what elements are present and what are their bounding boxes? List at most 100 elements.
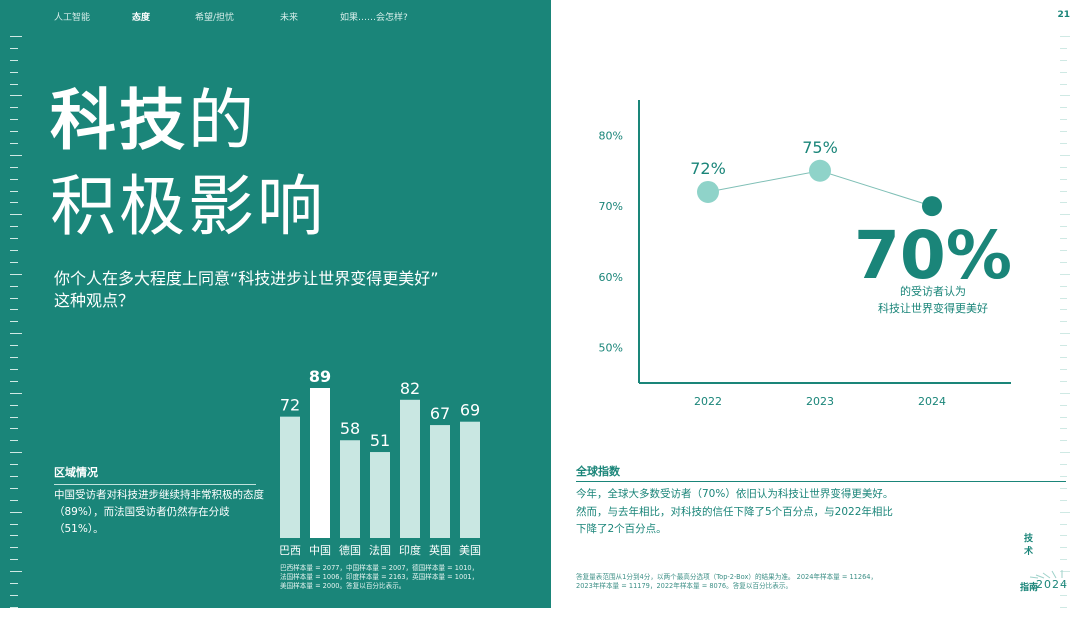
region-heading: 区域情况 [54, 466, 98, 479]
bar [310, 388, 330, 538]
margin-tick [1060, 559, 1067, 561]
margin-tick [10, 36, 22, 37]
margin-tick [1060, 547, 1067, 549]
margin-tick [10, 226, 18, 228]
region-divider [54, 484, 256, 485]
margin-tick [10, 392, 22, 394]
callout-line-2: 科技让世界变得更美好 [878, 301, 988, 315]
callout-value: 70% [854, 217, 1012, 294]
margin-tick [1060, 404, 1067, 406]
margin-tick [10, 440, 18, 442]
margin-tick [10, 273, 22, 275]
brand-vertical-label: 技术 [1024, 534, 1034, 557]
bar [340, 440, 360, 538]
margin-tick [10, 582, 18, 584]
margin-tick [10, 511, 22, 513]
margin-tick [1060, 131, 1067, 133]
region-text: 中国受访者对科技进步继续持非常积极的态度（89%），而法国受访者仍然存在分歧（5… [54, 489, 264, 535]
x-tick-label: 2023 [806, 395, 834, 408]
margin-tick [1060, 452, 1070, 454]
margin-tick [10, 166, 18, 168]
margin-tick [10, 345, 18, 347]
data-point [697, 180, 719, 203]
nav-item-hopes-fears[interactable]: 希望/担忧 [195, 13, 235, 23]
margin-tick [1060, 226, 1067, 228]
margin-tick [10, 285, 18, 287]
margin-tick [1060, 119, 1067, 121]
bar-category-label: 英国 [429, 543, 451, 557]
question-line-2: 这种观点？ [54, 291, 135, 310]
bar-value-label: 82 [400, 379, 420, 398]
bar [280, 416, 300, 538]
sample-line-1: 巴西样本量 = 2077，中国样本量 = 2007，德国样本量 = 1010， [280, 564, 479, 572]
bar-category-label: 法国 [369, 543, 391, 557]
margin-tick [10, 380, 18, 382]
margin-tick [10, 559, 18, 561]
margin-tick [1060, 357, 1067, 359]
section-nav: 人工智能 态度 希望/担忧 未来 如果……会怎样? [54, 10, 440, 23]
nav-item-what-if[interactable]: 如果……会怎样? [340, 13, 408, 23]
margin-tick [10, 143, 18, 145]
guide-year: 2024 [1036, 578, 1068, 591]
bar-category-label: 德国 [339, 543, 361, 557]
margin-tick [10, 202, 18, 204]
sample-size-note: 巴西样本量 = 2077，中国样本量 = 2007，德国样本量 = 1010， … [280, 564, 495, 591]
margin-tick [10, 499, 18, 501]
margin-tick [1060, 582, 1067, 584]
margin-tick [1060, 380, 1067, 382]
margin-tick [1060, 238, 1067, 240]
margin-tick [10, 475, 18, 477]
margin-tick [10, 333, 22, 335]
margin-tick [1060, 606, 1067, 608]
margin-tick [10, 452, 22, 454]
nav-item-future[interactable]: 未来 [280, 13, 299, 23]
margin-tick [1060, 368, 1067, 370]
survey-question: 你个人在多大程度上同意“科技进步让世界变得更美好” 这种观点？ [54, 268, 474, 312]
right-margin-ticks [1060, 36, 1070, 619]
margin-tick [10, 131, 18, 133]
margin-tick [1060, 285, 1067, 287]
margin-tick [1060, 345, 1067, 347]
margin-tick [10, 190, 18, 192]
dial-decoration [1029, 570, 1063, 579]
margin-tick [1060, 47, 1067, 49]
margin-tick [10, 523, 18, 525]
bar-value-label: 89 [309, 367, 331, 386]
data-point [809, 159, 831, 182]
margin-tick [1060, 428, 1067, 430]
margin-tick [1060, 571, 1070, 573]
margin-tick [10, 321, 18, 323]
margin-tick [1060, 154, 1070, 156]
margin-tick [10, 535, 18, 537]
margin-tick [10, 357, 18, 359]
margin-tick [10, 416, 18, 418]
y-tick-label: 60% [599, 271, 623, 284]
margin-tick [1060, 416, 1067, 418]
margin-tick [1060, 83, 1067, 85]
margin-tick [10, 594, 18, 596]
global-text-line-1: 今年，全球大多数受访者（70%）依旧认为科技让世界变得更美好。 [576, 488, 894, 500]
x-tick-label: 2022 [694, 395, 722, 408]
margin-tick [10, 571, 22, 573]
margin-tick [1060, 487, 1067, 489]
margin-tick [1060, 202, 1067, 204]
bar [370, 452, 390, 538]
margin-tick [10, 107, 18, 109]
margin-tick [10, 250, 18, 252]
sample-line-3: 美国样本量 = 2000。答复以百分比表示。 [280, 582, 406, 590]
bar-category-label: 美国 [459, 544, 481, 557]
margin-tick [1060, 392, 1070, 394]
bar-category-label: 巴西 [279, 544, 301, 557]
margin-tick [1060, 499, 1067, 501]
nav-item-ai[interactable]: 人工智能 [54, 13, 91, 23]
global-note-line-1: 答复量表范围从1分到4分，以两个最高分选项（Top-2-Box）的结果为准。 2… [576, 573, 878, 581]
margin-tick [1060, 250, 1067, 252]
margin-tick [1060, 178, 1067, 180]
margin-tick [10, 154, 22, 156]
margin-tick [1060, 95, 1070, 97]
left-panel: 人工智能 态度 希望/担忧 未来 如果……会怎样? 科技的 积极影响 你个人在多… [0, 0, 551, 608]
nav-item-attitude[interactable]: 态度 [132, 13, 151, 23]
right-panel: 21 80% 70% 60% 50% 2022 2023 2024 72% 75% 70% 的受访者… [551, 0, 1080, 608]
margin-tick [10, 487, 18, 489]
title-light: 的 [188, 82, 257, 159]
